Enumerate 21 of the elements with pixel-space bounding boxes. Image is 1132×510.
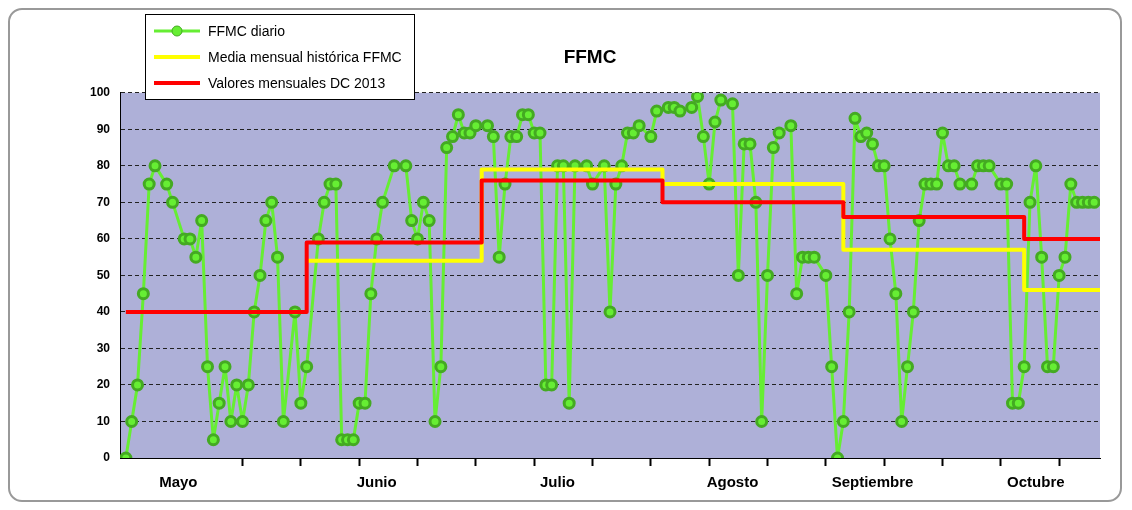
y-tick-label: 50 (96, 267, 111, 282)
x-tick-label: Julio (540, 473, 576, 491)
x-tick-label: Junio (356, 473, 397, 491)
legend-label: Valores mensuales DC 2013 (208, 75, 386, 91)
x-tick-label: Mayo (159, 473, 198, 491)
x-tick-label: Agosto (706, 473, 759, 491)
chart-title: FFMC (563, 45, 617, 67)
x-tick-label: Septiembre (831, 473, 914, 491)
y-tick-label: 80 (96, 158, 111, 173)
legend-label: Media mensual histórica FFMC (208, 49, 402, 65)
y-tick-label: 0 (103, 450, 111, 465)
y-tick-label: 30 (96, 340, 111, 355)
y-tick-label: 70 (96, 194, 111, 209)
y-tick-label: 60 (96, 231, 111, 246)
y-tick-label: 40 (96, 304, 111, 319)
y-tick-label: 100 (89, 85, 111, 100)
y-tick-label: 20 (96, 377, 111, 392)
y-tick-label: 90 (96, 121, 111, 136)
x-tick-label: Octubre (1007, 473, 1065, 491)
y-tick-label: 10 (96, 413, 111, 428)
legend-label: FFMC diario (208, 23, 286, 39)
